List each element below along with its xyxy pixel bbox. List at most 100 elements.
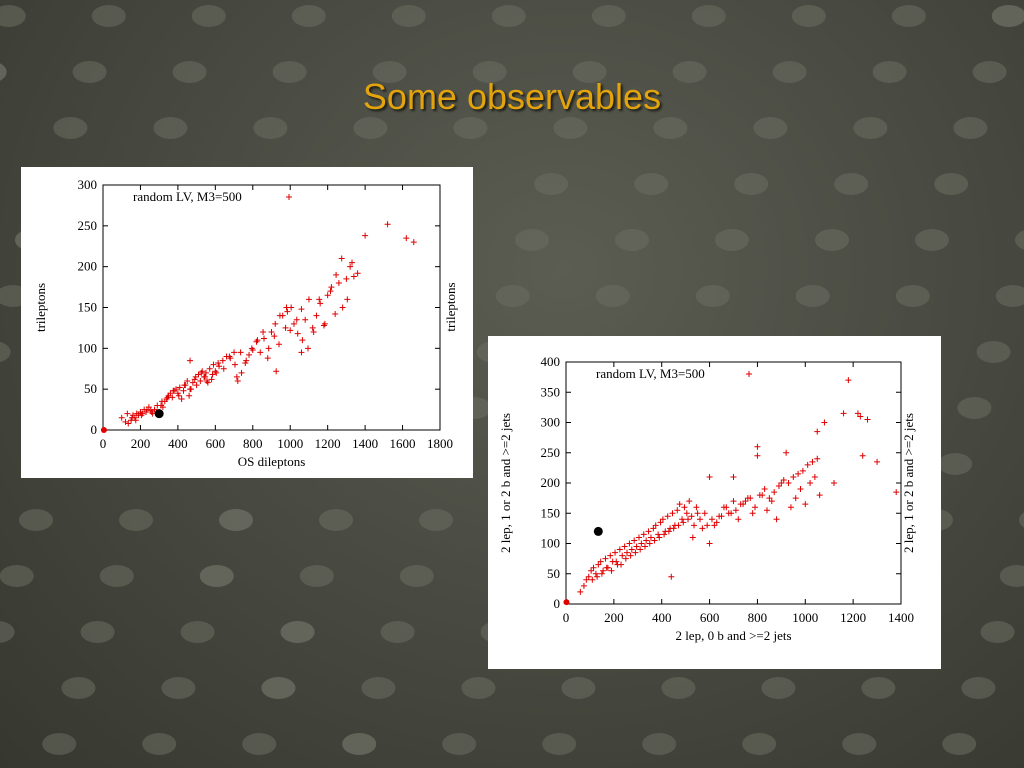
background-dot [853, 117, 888, 139]
background-dot [280, 621, 315, 643]
y-tick-label: 150 [541, 505, 561, 520]
data-point [180, 387, 187, 394]
data-point [633, 543, 640, 550]
data-point [305, 345, 312, 352]
data-point [646, 540, 653, 547]
background-dot [61, 677, 96, 699]
x-tick-label: 1000 [792, 610, 818, 625]
data-point [294, 330, 301, 337]
data-point [590, 564, 597, 571]
data-point [864, 416, 871, 423]
y-axis-label-right: 2 lep, 1 or 2 b and >=2 jets [901, 413, 916, 553]
highlight-point [154, 409, 164, 419]
data-point [699, 525, 706, 532]
data-point [840, 410, 847, 417]
background-dot [791, 5, 826, 27]
data-point [624, 549, 631, 556]
data-point [178, 395, 185, 402]
y-tick-label: 0 [554, 596, 561, 611]
data-point [238, 369, 245, 376]
plot-frame [565, 361, 902, 605]
data-point [403, 235, 410, 242]
data-point [737, 501, 744, 508]
data-point [143, 406, 150, 413]
background-dot [691, 5, 726, 27]
data-point [338, 255, 345, 262]
data-point [608, 567, 615, 574]
data-point [219, 357, 226, 364]
data-point [674, 507, 681, 514]
data-point [643, 537, 650, 544]
data-point [768, 498, 775, 505]
data-point [580, 582, 587, 589]
y-tick-label: 200 [541, 475, 561, 490]
data-point [628, 546, 635, 553]
x-tick-label: 1000 [277, 436, 303, 451]
data-point [688, 513, 695, 520]
background-dot [495, 285, 530, 307]
background-dot [199, 565, 234, 587]
data-point [661, 531, 668, 538]
data-point [773, 516, 780, 523]
background-dot [419, 509, 453, 531]
data-point [234, 378, 241, 384]
data-point [193, 382, 200, 389]
data-point [697, 516, 703, 523]
data-point [302, 316, 309, 323]
data-point [811, 473, 818, 480]
background-dot [872, 61, 907, 83]
data-point [187, 357, 194, 364]
data-point [701, 510, 708, 517]
data-point [749, 510, 756, 517]
background-dot [172, 61, 207, 83]
data-point [651, 537, 658, 544]
data-point [612, 549, 619, 556]
background-dot [0, 621, 15, 643]
data-point [272, 320, 279, 327]
data-point [260, 329, 267, 335]
background-dot [961, 677, 996, 699]
data-point [706, 473, 713, 480]
background-dot [742, 733, 777, 755]
background-dot [861, 677, 896, 699]
data-point [645, 528, 652, 535]
background-dot [0, 5, 26, 27]
background-dot [980, 621, 1015, 643]
data-point [261, 335, 268, 342]
data-point [730, 498, 737, 505]
background-dot [815, 229, 849, 251]
background-dot [191, 5, 226, 27]
background-dot [672, 61, 707, 83]
y-tick-label: 200 [78, 259, 98, 274]
data-point [691, 522, 698, 529]
background-dot [695, 285, 730, 307]
data-point [616, 546, 623, 553]
data-point [347, 263, 354, 270]
data-point [713, 519, 720, 526]
background-dot [1019, 512, 1024, 528]
background-dot [372, 61, 407, 83]
data-point [641, 543, 648, 550]
data-point [189, 379, 196, 386]
background-dot [772, 61, 807, 83]
data-point [804, 461, 811, 468]
data-point [583, 576, 590, 583]
data-point [706, 540, 713, 547]
data-point [809, 458, 816, 465]
x-axis-label: 2 lep, 0 b and >=2 jets [675, 628, 791, 643]
highlight-point [100, 427, 107, 433]
background-dot [572, 61, 607, 83]
data-point [669, 510, 676, 517]
data-point [154, 402, 161, 409]
data-point [273, 368, 280, 375]
data-point [577, 588, 584, 595]
data-point [790, 473, 797, 480]
data-point [602, 555, 609, 562]
data-point [288, 304, 295, 311]
background-dot [272, 61, 307, 83]
data-point [686, 498, 693, 505]
background-dot [242, 733, 277, 755]
data-point [680, 519, 687, 526]
data-point [718, 513, 725, 520]
data-point [125, 420, 132, 427]
